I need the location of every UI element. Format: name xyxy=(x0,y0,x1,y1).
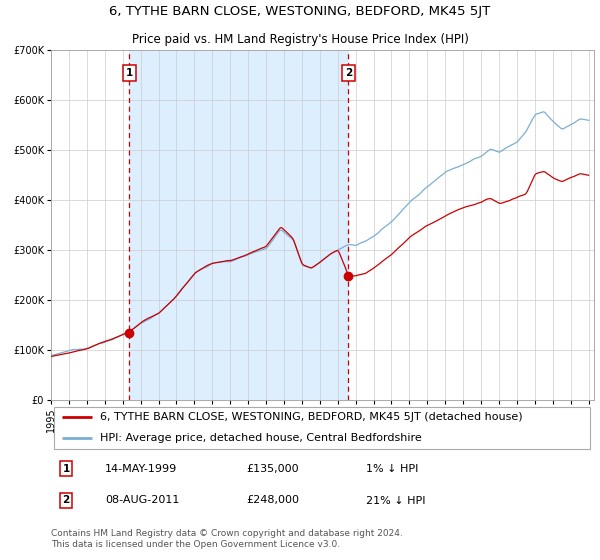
Text: £135,000: £135,000 xyxy=(247,464,299,474)
FancyBboxPatch shape xyxy=(54,407,590,449)
Text: 1: 1 xyxy=(125,68,133,78)
Text: 6, TYTHE BARN CLOSE, WESTONING, BEDFORD, MK45 5JT: 6, TYTHE BARN CLOSE, WESTONING, BEDFORD,… xyxy=(109,6,491,18)
Text: Contains HM Land Registry data © Crown copyright and database right 2024.
This d: Contains HM Land Registry data © Crown c… xyxy=(51,529,403,549)
Text: 1: 1 xyxy=(62,464,70,474)
Bar xyxy=(130,50,349,400)
Text: 6, TYTHE BARN CLOSE, WESTONING, BEDFORD, MK45 5JT (detached house): 6, TYTHE BARN CLOSE, WESTONING, BEDFORD,… xyxy=(100,412,523,422)
Text: 08-AUG-2011: 08-AUG-2011 xyxy=(106,496,179,506)
Text: Price paid vs. HM Land Registry's House Price Index (HPI): Price paid vs. HM Land Registry's House … xyxy=(131,32,469,45)
Text: HPI: Average price, detached house, Central Bedfordshire: HPI: Average price, detached house, Cent… xyxy=(100,433,422,444)
Text: 14-MAY-1999: 14-MAY-1999 xyxy=(106,464,178,474)
Text: 2: 2 xyxy=(345,68,352,78)
Text: 1% ↓ HPI: 1% ↓ HPI xyxy=(366,464,418,474)
Text: 2: 2 xyxy=(62,496,70,506)
Text: £248,000: £248,000 xyxy=(247,496,299,506)
Text: 21% ↓ HPI: 21% ↓ HPI xyxy=(366,496,425,506)
